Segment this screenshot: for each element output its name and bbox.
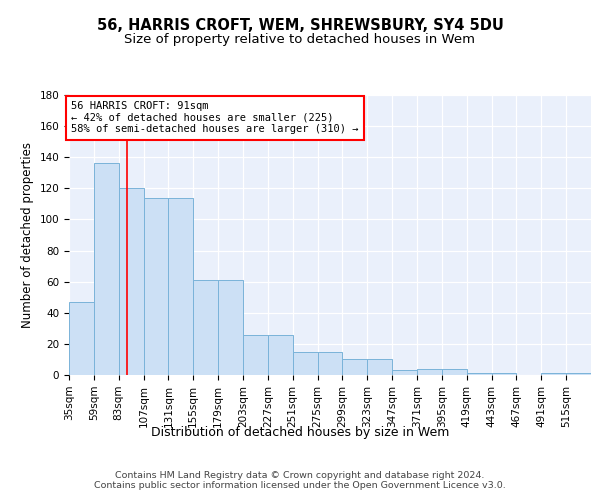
- Bar: [392, 370, 417, 375]
- Bar: [218, 280, 243, 375]
- Bar: [367, 360, 392, 375]
- Bar: [169, 198, 193, 375]
- Bar: [268, 334, 293, 375]
- Bar: [94, 164, 119, 375]
- Bar: [143, 198, 169, 375]
- Bar: [193, 280, 218, 375]
- Bar: [491, 374, 517, 375]
- Bar: [566, 374, 591, 375]
- Bar: [541, 374, 566, 375]
- Bar: [417, 369, 442, 375]
- Bar: [467, 374, 491, 375]
- Bar: [69, 302, 94, 375]
- Bar: [343, 360, 367, 375]
- Text: 56, HARRIS CROFT, WEM, SHREWSBURY, SY4 5DU: 56, HARRIS CROFT, WEM, SHREWSBURY, SY4 5…: [97, 18, 503, 32]
- Bar: [442, 369, 467, 375]
- Bar: [293, 352, 317, 375]
- Text: Contains HM Land Registry data © Crown copyright and database right 2024.
Contai: Contains HM Land Registry data © Crown c…: [94, 470, 506, 490]
- Bar: [243, 334, 268, 375]
- Text: Distribution of detached houses by size in Wem: Distribution of detached houses by size …: [151, 426, 449, 439]
- Text: 56 HARRIS CROFT: 91sqm
← 42% of detached houses are smaller (225)
58% of semi-de: 56 HARRIS CROFT: 91sqm ← 42% of detached…: [71, 101, 359, 134]
- Bar: [119, 188, 143, 375]
- Y-axis label: Number of detached properties: Number of detached properties: [21, 142, 34, 328]
- Bar: [317, 352, 343, 375]
- Text: Size of property relative to detached houses in Wem: Size of property relative to detached ho…: [125, 32, 476, 46]
